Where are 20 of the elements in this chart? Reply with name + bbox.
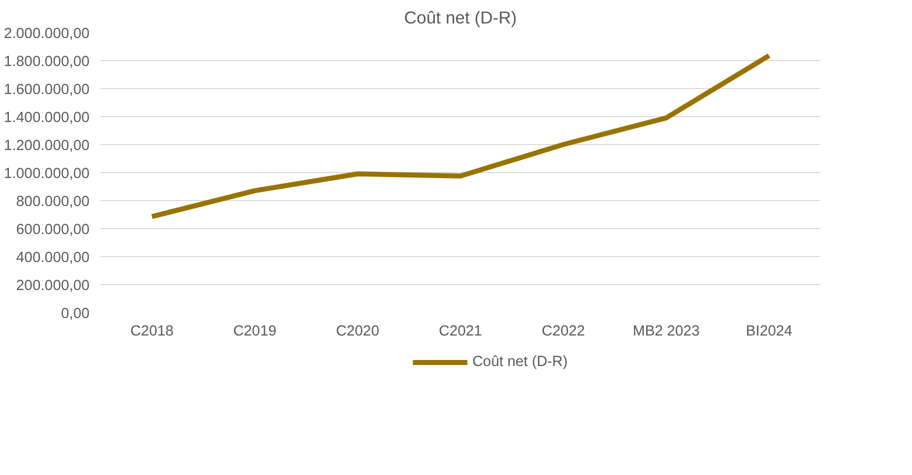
y-tick-label: 1.600.000,00 — [4, 82, 90, 98]
y-tick-label: 1.200.000,00 — [4, 138, 90, 154]
y-tick-label: 1.800.000,00 — [4, 54, 90, 70]
y-tick-label: 2.000.000,00 — [4, 26, 90, 42]
chart-title: Coût net (D-R) — [404, 8, 517, 28]
x-tick-label: C2019 — [233, 324, 276, 340]
x-tick-label: C2022 — [542, 324, 585, 340]
x-tick-label: BI2024 — [746, 324, 792, 340]
x-tick-label: MB2 2023 — [632, 324, 700, 340]
y-tick-label: 1.400.000,00 — [4, 110, 90, 126]
y-tick-label: 0,00 — [60, 306, 90, 322]
x-tick-label: C2020 — [336, 324, 380, 340]
y-tick-label: 200.000,00 — [16, 278, 90, 294]
legend-label: Coût net (D-R) — [472, 354, 568, 370]
y-tick-label: 800.000,00 — [16, 194, 90, 210]
y-tick-label: 400.000,00 — [16, 250, 90, 266]
y-tick-label: 600.000,00 — [16, 222, 90, 238]
y-tick-label: 1.000.000,00 — [4, 166, 90, 182]
x-tick-label: C2018 — [130, 324, 174, 340]
x-tick-label: C2021 — [438, 324, 482, 340]
